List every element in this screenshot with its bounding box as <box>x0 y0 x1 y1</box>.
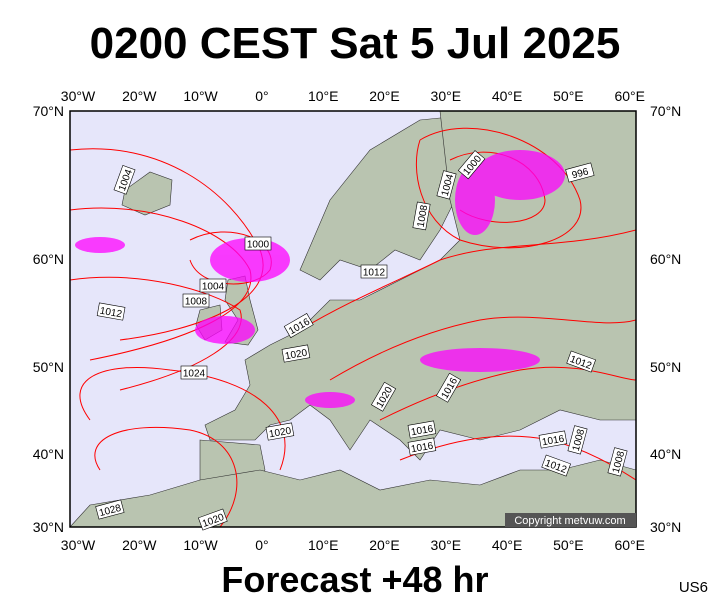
rain <box>75 150 565 408</box>
isobar-label-text: 1024 <box>183 369 206 380</box>
title: 0200 CEST Sat 5 Jul 2025 <box>90 19 621 68</box>
isobar-label-box <box>565 162 595 183</box>
isobar-label-text: 1008 <box>185 297 208 308</box>
lon-label-bottom: 20°E <box>369 537 400 553</box>
lon-label-bottom: 30°W <box>61 537 96 553</box>
lon-label-bottom: 10°W <box>183 537 218 553</box>
isobar-label: 1004 <box>199 278 227 293</box>
lon-label-top: 20°E <box>369 88 400 104</box>
isobar-label: 1020 <box>265 422 295 441</box>
isobar-label-box <box>607 447 628 477</box>
isobar-label: 1016 <box>407 420 437 439</box>
lon-label-top: 60°E <box>614 88 645 104</box>
lon-label-bottom: 20°W <box>122 537 157 553</box>
isobar-label-box <box>95 499 125 520</box>
isobar-label: 1016 <box>407 437 437 456</box>
isobar-label-box <box>182 293 210 308</box>
isobar-label: 1000 <box>244 236 272 251</box>
isobar-label-box <box>198 508 228 531</box>
isobar-label: 1024 <box>180 365 208 380</box>
isobar-label-text: 1000 <box>247 240 270 251</box>
isobar-label: 996 <box>565 162 595 183</box>
isobar-label-box <box>265 422 295 441</box>
isobar-label-box <box>281 344 311 363</box>
map-area <box>69 110 637 528</box>
lat-label-right: 40°N <box>650 446 681 462</box>
isobar-label-box <box>407 437 437 456</box>
lat-label-right: 50°N <box>650 359 681 375</box>
isobar-label-text: 1016 <box>410 424 434 439</box>
lon-label-bottom: 60°E <box>614 537 645 553</box>
isobar-label-text: 1008 <box>416 204 431 228</box>
isobar-label-text: 1020 <box>284 348 308 363</box>
isobar-label-box <box>180 365 208 380</box>
lat-label-left: 40°N <box>33 446 64 462</box>
isobar-label-box <box>113 165 136 195</box>
isobar-label-box <box>436 372 462 403</box>
isobar-label: 1008 <box>182 293 210 308</box>
isobar-label-box <box>538 430 568 449</box>
isobar-label: 1016 <box>538 430 568 449</box>
copyright: Copyright metvuw.com <box>514 515 625 527</box>
lat-label-left: 30°N <box>33 519 64 535</box>
lon-label-top: 30°W <box>61 88 96 104</box>
isobar-label: 1008 <box>412 201 431 231</box>
lon-label-bottom: 40°E <box>492 537 523 553</box>
isobar-label-box <box>407 420 437 439</box>
isobar-label-text: 1016 <box>410 441 434 456</box>
lon-label-top: 30°E <box>431 88 462 104</box>
isobar-label-box <box>457 150 486 180</box>
lon-label-top: 20°W <box>122 88 157 104</box>
frame <box>69 110 637 528</box>
lon-label-bottom: 10°E <box>308 537 339 553</box>
isobar-label: 1012 <box>360 264 388 279</box>
isobar-label-text: 1016 <box>541 434 565 449</box>
isobar-label-box <box>412 201 431 231</box>
copyright-box <box>505 513 636 527</box>
isobar-label-box <box>566 350 596 373</box>
lon-label-top: 10°W <box>183 88 218 104</box>
lon-label-top: 10°E <box>308 88 339 104</box>
isobar-label-text: 1004 <box>202 282 225 293</box>
isobar-label-box <box>360 264 388 279</box>
lon-label-top: 0° <box>255 88 268 104</box>
isobar-label-box <box>541 454 571 477</box>
isobar-label: 1020 <box>281 344 311 363</box>
lat-label-left: 50°N <box>33 359 64 375</box>
code: US6 <box>679 579 708 596</box>
isobar-label-text: 1012 <box>363 268 386 279</box>
lon-label-bottom: 50°E <box>553 537 584 553</box>
isobar-label-box <box>283 313 314 339</box>
lon-label-top: 50°E <box>553 88 584 104</box>
isobar-label-box <box>371 381 397 412</box>
lat-label-right: 30°N <box>650 519 681 535</box>
isobar-label-box <box>567 425 588 455</box>
isobar-label-box <box>436 170 457 200</box>
lon-label-bottom: 0° <box>255 537 268 553</box>
lat-label-left: 70°N <box>33 103 64 119</box>
isobar-label-box <box>244 236 272 251</box>
isobar-label-text: 1020 <box>268 426 292 441</box>
isobar-label: 1012 <box>96 302 126 321</box>
isobar-label-box <box>96 302 126 321</box>
isobar-label-text: 1012 <box>99 306 123 321</box>
isobar-label-text: 996 <box>571 166 590 181</box>
lat-label-right: 60°N <box>650 251 681 267</box>
lon-label-top: 40°E <box>492 88 523 104</box>
lat-label-left: 60°N <box>33 251 64 267</box>
footer: Forecast +48 hr <box>221 559 488 600</box>
lat-label-right: 70°N <box>650 103 681 119</box>
isobar-label-box <box>199 278 227 293</box>
lon-label-bottom: 30°E <box>431 537 462 553</box>
